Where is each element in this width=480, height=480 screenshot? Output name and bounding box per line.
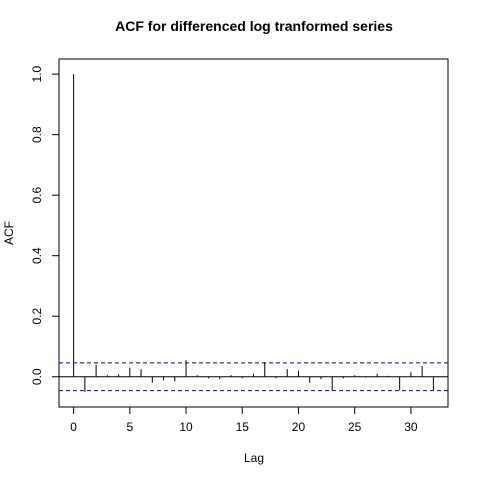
x-axis-label: Lag [244,451,264,465]
x-tick-label-0: 0 [70,420,77,434]
y-tick-label-0.4: 0.4 [30,247,44,264]
y-tick-label-0.8: 0.8 [30,126,44,143]
y-axis-label: ACF [2,221,16,245]
x-tick-label-5: 5 [126,420,133,434]
x-tick-label-25: 25 [348,420,362,434]
x-tick-label-20: 20 [292,420,306,434]
x-tick-label-10: 10 [179,420,193,434]
chart-marks [59,74,448,392]
plot-frame [58,58,449,408]
x-tick-label-15: 15 [236,420,250,434]
x-tick-label-30: 30 [404,420,418,434]
chart-title: ACF for differenced log tranformed serie… [115,18,393,34]
y-tick-label-0.0: 0.0 [30,368,44,385]
y-tick-label-0.6: 0.6 [30,187,44,204]
chart-axes: 0 5 10 15 20 25 30 0.0 0.2 0.4 0.6 0.8 1.0 [30,65,418,434]
y-tick-label-0.2: 0.2 [30,308,44,325]
y-tick-label-1.0: 1.0 [30,65,44,82]
